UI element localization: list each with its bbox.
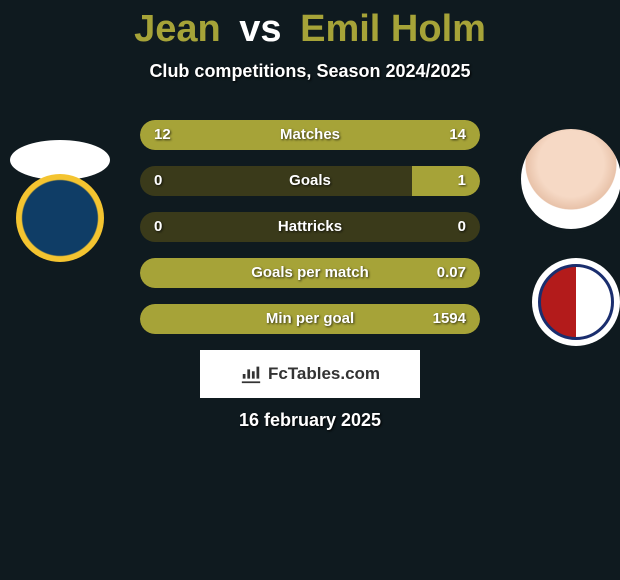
comparison-card: Jean vs Emil Holm Club competitions, Sea…	[0, 0, 620, 580]
stat-row: 1594Min per goal	[140, 304, 480, 334]
stat-row: 0.07Goals per match	[140, 258, 480, 288]
watermark-text: FcTables.com	[268, 364, 380, 384]
vs-text: vs	[239, 8, 281, 50]
watermark: FcTables.com	[200, 350, 420, 398]
stat-label: Goals per match	[140, 258, 480, 288]
stat-label: Hattricks	[140, 212, 480, 242]
stat-row: 01Goals	[140, 166, 480, 196]
stat-row: 1214Matches	[140, 120, 480, 150]
player2-name: Emil Holm	[300, 8, 486, 50]
chart-icon	[240, 363, 262, 385]
subtitle: Club competitions, Season 2024/2025	[0, 61, 620, 82]
stat-row: 00Hattricks	[140, 212, 480, 242]
stat-label: Min per goal	[140, 304, 480, 334]
player1-name: Jean	[134, 8, 221, 50]
stat-label: Matches	[140, 120, 480, 150]
date-text: 16 february 2025	[0, 410, 620, 431]
title: Jean vs Emil Holm	[0, 0, 620, 51]
stats-list: 1214Matches 01Goals 00Hattricks 0.07Goals p…	[0, 120, 620, 350]
stat-label: Goals	[140, 166, 480, 196]
